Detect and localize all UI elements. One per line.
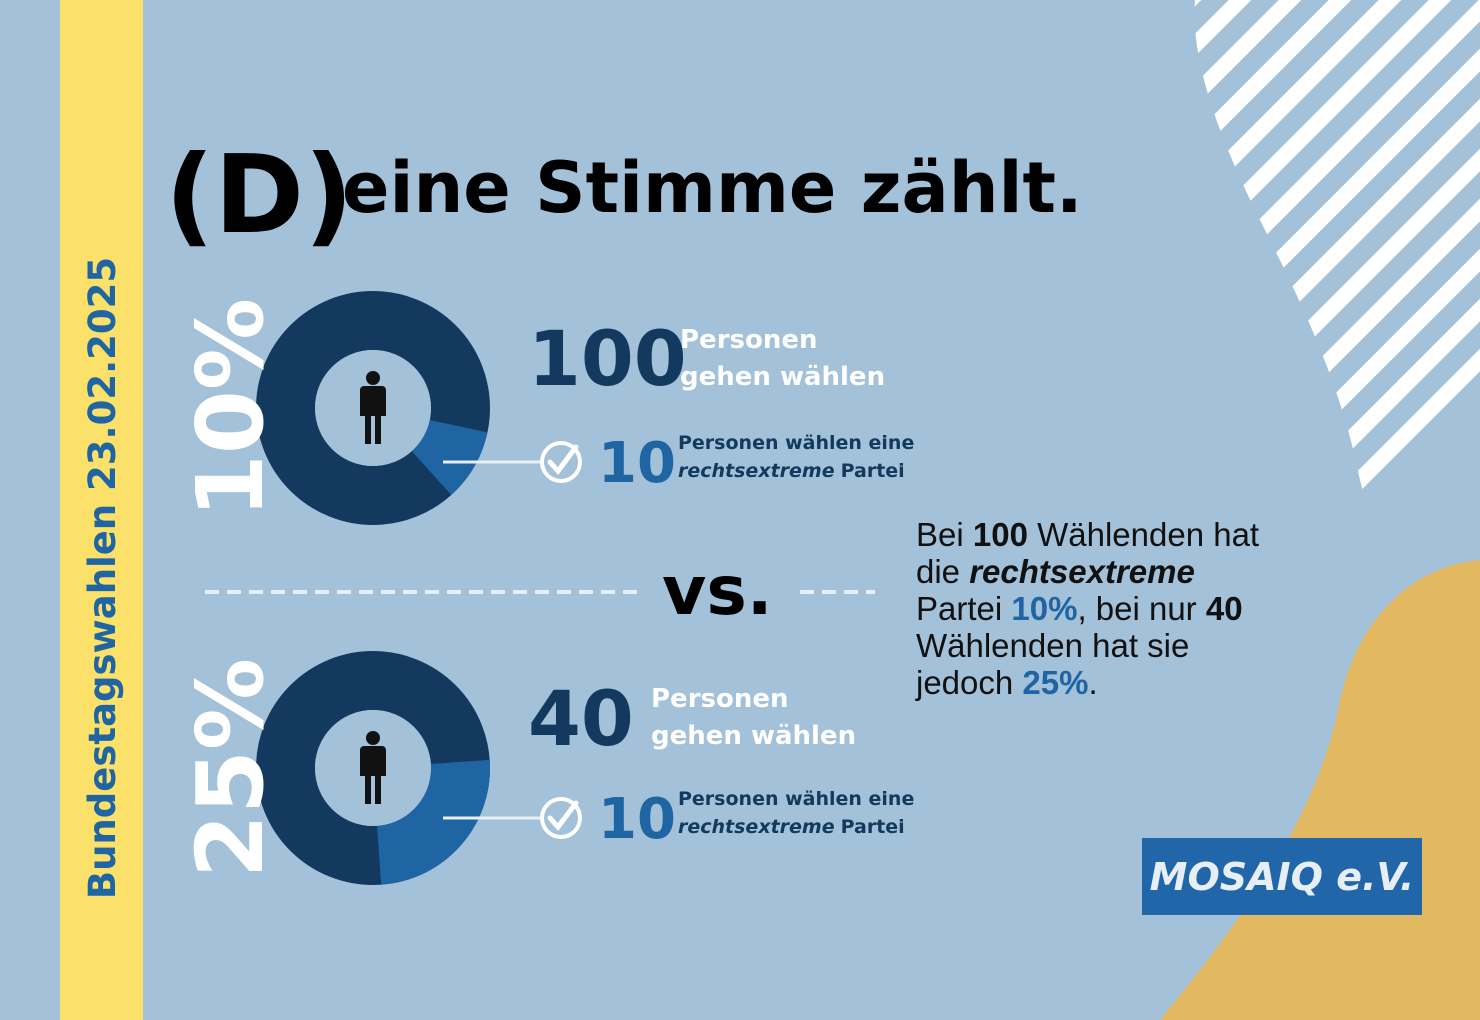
summary-emphasis: rechtsextreme bbox=[969, 553, 1195, 590]
summary-text: Partei bbox=[916, 590, 1012, 627]
person-head bbox=[366, 731, 380, 745]
percent-label: 25% bbox=[177, 658, 284, 878]
donut-ring bbox=[256, 291, 490, 525]
extreme-number: 10 bbox=[598, 787, 676, 852]
summary-percent: 10% bbox=[1011, 590, 1078, 627]
check-circle bbox=[540, 797, 582, 839]
voters-number: 40 bbox=[528, 674, 634, 763]
person-head bbox=[366, 371, 380, 385]
side-label: Bundestagswahlen 23.02.2025 bbox=[81, 257, 124, 899]
summary-percent: 25% bbox=[1022, 664, 1089, 701]
summary-number: 100 bbox=[972, 516, 1028, 553]
check-mark bbox=[547, 444, 579, 475]
extreme-text: rechtsextreme Partei bbox=[678, 816, 905, 838]
summary-text: . bbox=[1088, 664, 1098, 701]
extreme-text: Personen wählen eine bbox=[678, 788, 914, 810]
extreme-text: rechtsextreme Partei bbox=[678, 460, 905, 482]
voters-text: gehen wählen bbox=[651, 721, 856, 751]
voters-text: Personen bbox=[651, 684, 789, 714]
extreme-emphasis: rechtsextreme bbox=[678, 816, 835, 838]
voters-text: Personen bbox=[680, 325, 818, 355]
percent-label: 10% bbox=[177, 298, 284, 518]
summary-text: die bbox=[916, 553, 970, 590]
summary-text: Wählenden hat bbox=[1027, 516, 1260, 553]
extreme-text: Personen wählen eine bbox=[678, 432, 914, 454]
extreme-number: 10 bbox=[598, 431, 676, 496]
donut-slice bbox=[377, 759, 490, 885]
person-icon bbox=[360, 386, 386, 444]
check-mark bbox=[547, 800, 579, 831]
donut-slice bbox=[411, 420, 488, 495]
extreme-emphasis: rechtsextreme bbox=[678, 460, 835, 482]
side-stripe bbox=[60, 0, 143, 1020]
summary-number: 40 bbox=[1205, 590, 1243, 627]
summary-text: jedoch bbox=[916, 664, 1023, 701]
summary-text: , bei nur bbox=[1077, 590, 1206, 627]
summary-text: Wählenden hat sie bbox=[916, 627, 1190, 664]
voters-number: 100 bbox=[528, 314, 687, 403]
voters-text: gehen wählen bbox=[680, 362, 885, 392]
check-circle bbox=[540, 441, 582, 483]
person-icon bbox=[360, 746, 386, 804]
logo-box bbox=[1142, 838, 1422, 915]
summary-text: Bei bbox=[916, 516, 973, 553]
extreme-rest: Partei bbox=[841, 460, 905, 482]
title: eine Stimme zählt. bbox=[342, 147, 1083, 229]
vs-label: vs. bbox=[662, 552, 773, 631]
extreme-rest: Partei bbox=[841, 816, 905, 838]
logo: MOSAIQ e.V. bbox=[1150, 855, 1415, 899]
title-prefix: (D) bbox=[165, 133, 353, 258]
summary: Bei 100 Wählenden hat die rechtsextreme Pa… bbox=[916, 516, 1259, 701]
